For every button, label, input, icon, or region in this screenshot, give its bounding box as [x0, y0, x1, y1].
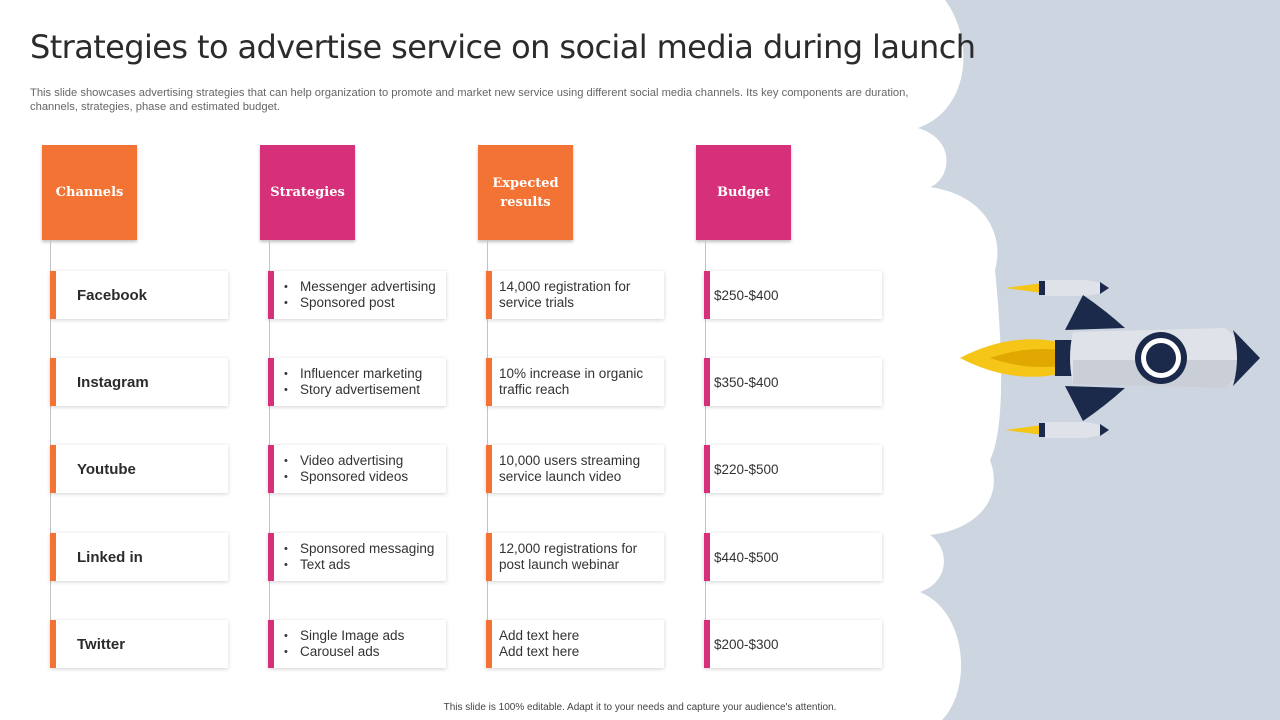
header-channels-label: Channels: [55, 185, 124, 200]
header-strategies: Strategies: [260, 145, 355, 240]
result-line: service trials: [499, 295, 575, 310]
strategy-item: Sponsored post: [284, 295, 436, 311]
strategy-item: Messenger advertising: [284, 279, 436, 295]
channel-name: Youtube: [77, 460, 136, 478]
result-line: service launch video: [499, 469, 622, 484]
result-line: 14,000 registration for: [499, 279, 631, 294]
budget-value: $440-$500: [714, 549, 779, 565]
strategy-item: Video advertising: [284, 453, 408, 469]
page-subtitle: This slide showcases advertising strateg…: [30, 87, 909, 113]
strategy-item: Influencer marketing: [284, 366, 422, 382]
strategy-card: Video advertisingSponsored videos: [268, 445, 446, 493]
strategy-item: Text ads: [284, 557, 434, 573]
result-card: 14,000 registration for service trials: [486, 271, 664, 319]
channel-card: Instagram: [50, 358, 228, 406]
strategy-item: Single Image ads: [284, 628, 404, 644]
header-strategies-label: Strategies: [270, 185, 345, 200]
header-budget-label: Budget: [717, 185, 770, 200]
channel-card: Youtube: [50, 445, 228, 493]
budget-value: $350-$400: [714, 374, 779, 390]
header-budget: Budget: [696, 145, 791, 240]
strategy-card: Messenger advertisingSponsored post: [268, 271, 446, 319]
strategy-card: Influencer marketingStory advertisement: [268, 358, 446, 406]
budget-card: $440-$500: [704, 533, 882, 581]
result-card: 10,000 users streaming service launch vid…: [486, 445, 664, 493]
result-card: Add text here Add text here: [486, 620, 664, 668]
channel-name: Facebook: [77, 286, 148, 304]
budget-card: $200-$300: [704, 620, 882, 668]
header-results-line2: results: [500, 194, 551, 210]
strategy-item: Sponsored messaging: [284, 541, 434, 557]
budget-value: $220-$500: [714, 461, 779, 477]
strategy-item: Sponsored videos: [284, 469, 408, 485]
result-card: 12,000 registrations for post launch webi…: [486, 533, 664, 581]
budget-card: $250-$400: [704, 271, 882, 319]
strategy-item: Carousel ads: [284, 644, 404, 660]
header-results-line1: Expected: [492, 175, 559, 191]
header-channels: Channels: [42, 145, 137, 240]
budget-value: $250-$400: [714, 287, 779, 303]
result-line: Add text here: [499, 644, 580, 659]
result-line: traffic reach: [499, 382, 570, 397]
channel-name: Linked in: [77, 548, 143, 566]
budget-card: $350-$400: [704, 358, 882, 406]
budget-card: $220-$500: [704, 445, 882, 493]
page-title: Strategies to advertise service on socia…: [30, 28, 976, 66]
result-card: 10% increase in organic traffic reach: [486, 358, 664, 406]
footer-note: This slide is 100% editable. Adapt it to…: [443, 702, 837, 713]
channel-card: Facebook: [50, 271, 228, 319]
strategy-card: Single Image adsCarousel ads: [268, 620, 446, 668]
header-expected-results: Expected results: [478, 145, 573, 240]
result-line: 12,000 registrations for: [499, 541, 638, 556]
result-line: post launch webinar: [499, 557, 620, 572]
strategy-card: Sponsored messagingText ads: [268, 533, 446, 581]
rocket-icon: [960, 280, 1260, 438]
result-line: Add text here: [499, 628, 580, 643]
channel-card: Twitter: [50, 620, 228, 668]
result-line: 10% increase in organic: [499, 366, 644, 381]
channel-name: Instagram: [77, 373, 149, 391]
channel-card: Linked in: [50, 533, 228, 581]
channel-name: Twitter: [77, 635, 126, 653]
result-line: 10,000 users streaming: [499, 453, 641, 468]
strategy-item: Story advertisement: [284, 382, 422, 398]
budget-value: $200-$300: [714, 636, 779, 652]
